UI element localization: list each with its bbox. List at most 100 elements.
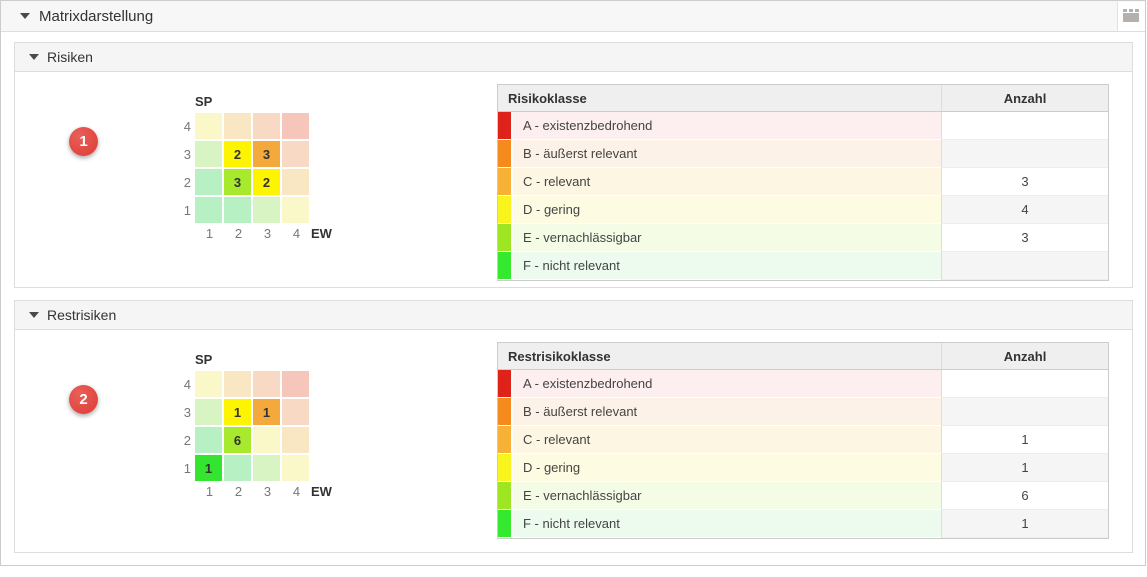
matrix-cell — [282, 141, 309, 167]
matrix-cell — [195, 169, 222, 195]
matrix-cell: 1 — [253, 399, 280, 425]
window-grid-icon — [1123, 9, 1140, 23]
risk-class-color-strip — [498, 398, 511, 426]
matrix-x-axis-row: 1 2 3 4 EW — [175, 484, 332, 499]
risk-count-cell — [941, 398, 1108, 426]
matrix-row-label: 4 — [183, 376, 191, 392]
risk-count-cell: 3 — [941, 168, 1108, 196]
matrix-cell: 3 — [224, 169, 251, 195]
risk-class-label: B - äußerst relevant — [513, 140, 941, 168]
collapse-triangle-icon[interactable] — [29, 312, 39, 318]
risk-class-color-strip — [498, 252, 511, 280]
matrix-row-label: 3 — [183, 146, 191, 162]
table-row[interactable]: D - gering 4 — [498, 196, 1108, 224]
risk-class-color-strip — [498, 140, 511, 168]
risk-class-color-strip — [498, 224, 511, 252]
risk-class-label: F - nicht relevant — [513, 510, 941, 538]
risk-count-cell: 4 — [941, 196, 1108, 224]
widget-titlebar[interactable]: Matrixdarstellung — [1, 1, 1145, 32]
matrix-row-label: 2 — [183, 432, 191, 448]
matrix-cell — [195, 141, 222, 167]
table-row[interactable]: F - nicht relevant 1 — [498, 510, 1108, 538]
annotation-badge: 1 — [69, 127, 98, 156]
table-body: A - existenzbedrohend B - äußerst relevan… — [498, 370, 1108, 538]
section-header[interactable]: Restrisiken — [15, 301, 1132, 330]
matrix-cell — [253, 197, 280, 223]
table-row[interactable]: F - nicht relevant — [498, 252, 1108, 280]
matrix-col-labels: 1 2 3 4 — [195, 226, 311, 241]
col-header-count[interactable]: Anzahl — [941, 343, 1108, 369]
matrix-cell — [195, 113, 222, 139]
matrix-cell — [224, 455, 251, 481]
risk-class-table: Restrisikoklasse Anzahl A - existenzbedr… — [497, 342, 1109, 539]
table-row[interactable]: E - vernachlässigbar 6 — [498, 482, 1108, 510]
table-row[interactable]: B - äußerst relevant — [498, 398, 1108, 426]
matrix-cell — [282, 169, 309, 195]
table-row[interactable]: E - vernachlässigbar 3 — [498, 224, 1108, 252]
col-header-count[interactable]: Anzahl — [941, 85, 1108, 111]
risk-class-color-strip — [498, 454, 511, 482]
risk-count-cell: 6 — [941, 482, 1108, 510]
table-row[interactable]: B - äußerst relevant — [498, 140, 1108, 168]
col-header-class[interactable]: Risikoklasse — [508, 90, 587, 106]
matrix-cell — [282, 371, 309, 397]
matrix-cell: 1 — [195, 455, 222, 481]
table-row[interactable]: C - relevant 3 — [498, 168, 1108, 196]
risk-class-label: B - äußerst relevant — [513, 398, 941, 426]
matrix-cell — [282, 427, 309, 453]
matrix-cell — [282, 113, 309, 139]
collapse-triangle-icon[interactable] — [20, 13, 30, 19]
table-header-row: Risikoklasse Anzahl — [498, 85, 1108, 112]
x-axis-label: EW — [311, 226, 332, 241]
section-header[interactable]: Risiken — [15, 43, 1132, 72]
table-row[interactable]: A - existenzbedrohend — [498, 112, 1108, 140]
widget-title: Matrixdarstellung — [39, 7, 154, 25]
risk-class-label: F - nicht relevant — [513, 252, 941, 280]
matrix-row-label: 3 — [183, 404, 191, 420]
matrix-cell — [224, 113, 251, 139]
table-row[interactable]: D - gering 1 — [498, 454, 1108, 482]
matrix-cell — [195, 399, 222, 425]
matrix-row-label: 1 — [183, 460, 191, 476]
matrix-cell — [195, 371, 222, 397]
risk-count-cell: 1 — [941, 454, 1108, 482]
table-row[interactable]: A - existenzbedrohend — [498, 370, 1108, 398]
risk-class-label: E - vernachlässigbar — [513, 224, 941, 252]
risk-count-cell — [941, 112, 1108, 140]
matrix-col-label: 2 — [234, 484, 243, 499]
matrix-col-label: 3 — [263, 484, 272, 499]
matrix-cell: 3 — [253, 141, 280, 167]
col-header-class[interactable]: Restrisikoklasse — [508, 348, 611, 364]
section-title: Risiken — [47, 49, 93, 65]
collapse-triangle-icon[interactable] — [29, 54, 39, 60]
matrix-col-label: 1 — [205, 226, 214, 241]
matrix-row-label: 1 — [183, 202, 191, 218]
risk-count-cell — [941, 252, 1108, 280]
matrix-row: 1 — [175, 197, 332, 223]
x-axis-label: EW — [311, 484, 332, 499]
risk-count-cell — [941, 370, 1108, 398]
matrix-cell: 1 — [224, 399, 251, 425]
matrix-col-labels: 1 2 3 4 — [195, 484, 311, 499]
table-row[interactable]: C - relevant 1 — [498, 426, 1108, 454]
matrix-col-label: 2 — [234, 226, 243, 241]
matrix-cell — [282, 455, 309, 481]
matrix-cell — [253, 427, 280, 453]
matrix-cell — [282, 197, 309, 223]
window-view-button[interactable] — [1117, 1, 1145, 31]
matrix-cell — [253, 455, 280, 481]
matrix-row-label: 2 — [183, 174, 191, 190]
risk-class-table: Risikoklasse Anzahl A - existenzbedrohen… — [497, 84, 1109, 281]
risk-class-color-strip — [498, 482, 511, 510]
risk-class-label: E - vernachlässigbar — [513, 482, 941, 510]
matrix-cell — [224, 371, 251, 397]
